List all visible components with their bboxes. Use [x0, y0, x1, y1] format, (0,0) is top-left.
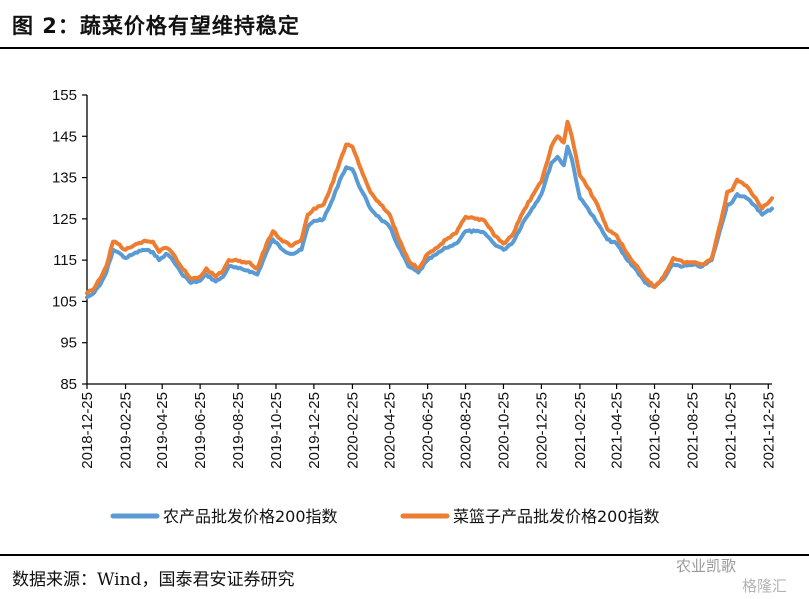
x-tick-label: 2021-08-25	[684, 392, 701, 469]
watermark-sub-text: 格隆汇	[742, 577, 788, 595]
legend: 农产品批发价格200指数 菜篮子产品批发价格200指数	[110, 507, 660, 526]
top-rule	[0, 47, 809, 49]
series-line-2	[85, 119, 774, 296]
legend-label-1: 农产品批发价格200指数	[163, 507, 338, 526]
y-tick-label: 115	[53, 252, 77, 269]
x-axis: 2018-12-25 2019-02-25 2019-04-25 2019-06-25…	[79, 383, 777, 469]
y-tick-label: 125	[52, 211, 77, 228]
x-tick-label: 2021-12-25	[760, 392, 777, 469]
x-tick-label: 2020-10-25	[495, 392, 512, 469]
x-tick-label: 2021-04-25	[609, 392, 626, 469]
x-tick-label: 2019-06-25	[192, 392, 209, 469]
figure-title: 图 2：蔬菜价格有望维持稳定	[12, 14, 300, 38]
x-tick-label: 2019-04-25	[154, 392, 171, 469]
x-tick-label: 2021-02-25	[572, 392, 589, 469]
y-tick-label: 85	[60, 376, 77, 393]
series-layer	[85, 119, 774, 300]
x-tick-label: 2020-04-25	[382, 392, 399, 469]
x-tick-label: 2019-10-25	[268, 392, 285, 469]
x-tick-label: 2020-12-25	[533, 392, 550, 469]
line-chart: 85 95 105 115 125 135 145 155 2018-12-25 2019-02…	[52, 87, 777, 526]
y-tick-label: 155	[52, 87, 77, 104]
x-tick-label: 2019-08-25	[230, 392, 247, 469]
x-tick-label: 2018-12-25	[79, 392, 96, 469]
x-tick-label: 2019-12-25	[306, 392, 323, 469]
watermark-text: 农业凯歌	[676, 557, 737, 575]
x-tick-label: 2020-06-25	[420, 392, 437, 469]
x-tick-label: 2019-02-25	[118, 392, 135, 469]
x-tick-label: 2020-08-25	[458, 392, 475, 469]
y-tick-label: 135	[52, 170, 77, 187]
x-tick-label: 2021-06-25	[647, 392, 664, 469]
bottom-rule	[0, 554, 809, 556]
y-tick-label: 95	[60, 335, 77, 352]
y-tick-label: 145	[52, 128, 77, 145]
source-note: 数据来源：Wind，国泰君安证券研究	[12, 570, 295, 590]
x-tick-label: 2020-02-25	[344, 392, 361, 469]
legend-label-2: 菜篮子产品批发价格200指数	[453, 507, 660, 526]
y-axis: 85 95 105 115 125 135 145 155	[52, 87, 88, 393]
x-tick-label: 2021-10-25	[722, 392, 739, 469]
y-tick-label: 105	[52, 293, 77, 310]
